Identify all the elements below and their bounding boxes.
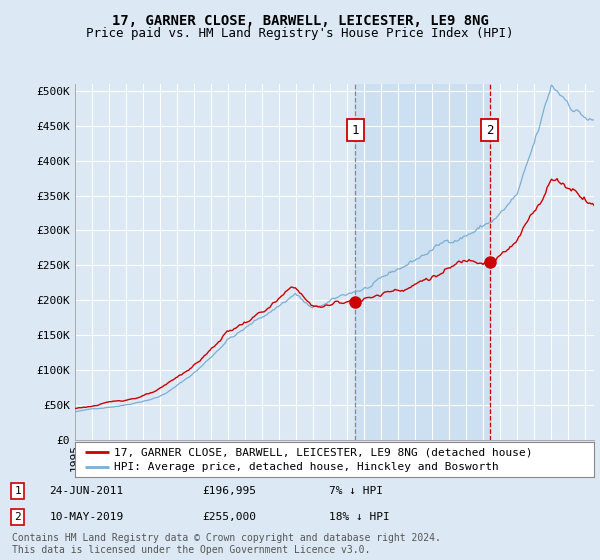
Text: 10-MAY-2019: 10-MAY-2019 [49,512,124,522]
Bar [355,84,490,440]
Text: 2: 2 [486,124,493,137]
Text: Price paid vs. HM Land Registry's House Price Index (HPI): Price paid vs. HM Land Registry's House … [86,27,514,40]
Text: £196,995: £196,995 [202,486,256,496]
Text: 7% ↓ HPI: 7% ↓ HPI [329,486,383,496]
Text: £255,000: £255,000 [202,512,256,522]
Text: 17, GARNER CLOSE, BARWELL, LEICESTER, LE9 8NG (detached house): 17, GARNER CLOSE, BARWELL, LEICESTER, LE… [114,447,532,457]
Text: 1: 1 [352,124,359,137]
Text: Contains HM Land Registry data © Crown copyright and database right 2024.
This d: Contains HM Land Registry data © Crown c… [12,533,441,555]
Text: HPI: Average price, detached house, Hinckley and Bosworth: HPI: Average price, detached house, Hinc… [114,463,499,473]
Text: 1: 1 [14,486,21,496]
Text: 2: 2 [14,512,21,522]
Text: 17, GARNER CLOSE, BARWELL, LEICESTER, LE9 8NG: 17, GARNER CLOSE, BARWELL, LEICESTER, LE… [112,14,488,28]
Text: 24-JUN-2011: 24-JUN-2011 [49,486,124,496]
Text: 18% ↓ HPI: 18% ↓ HPI [329,512,389,522]
